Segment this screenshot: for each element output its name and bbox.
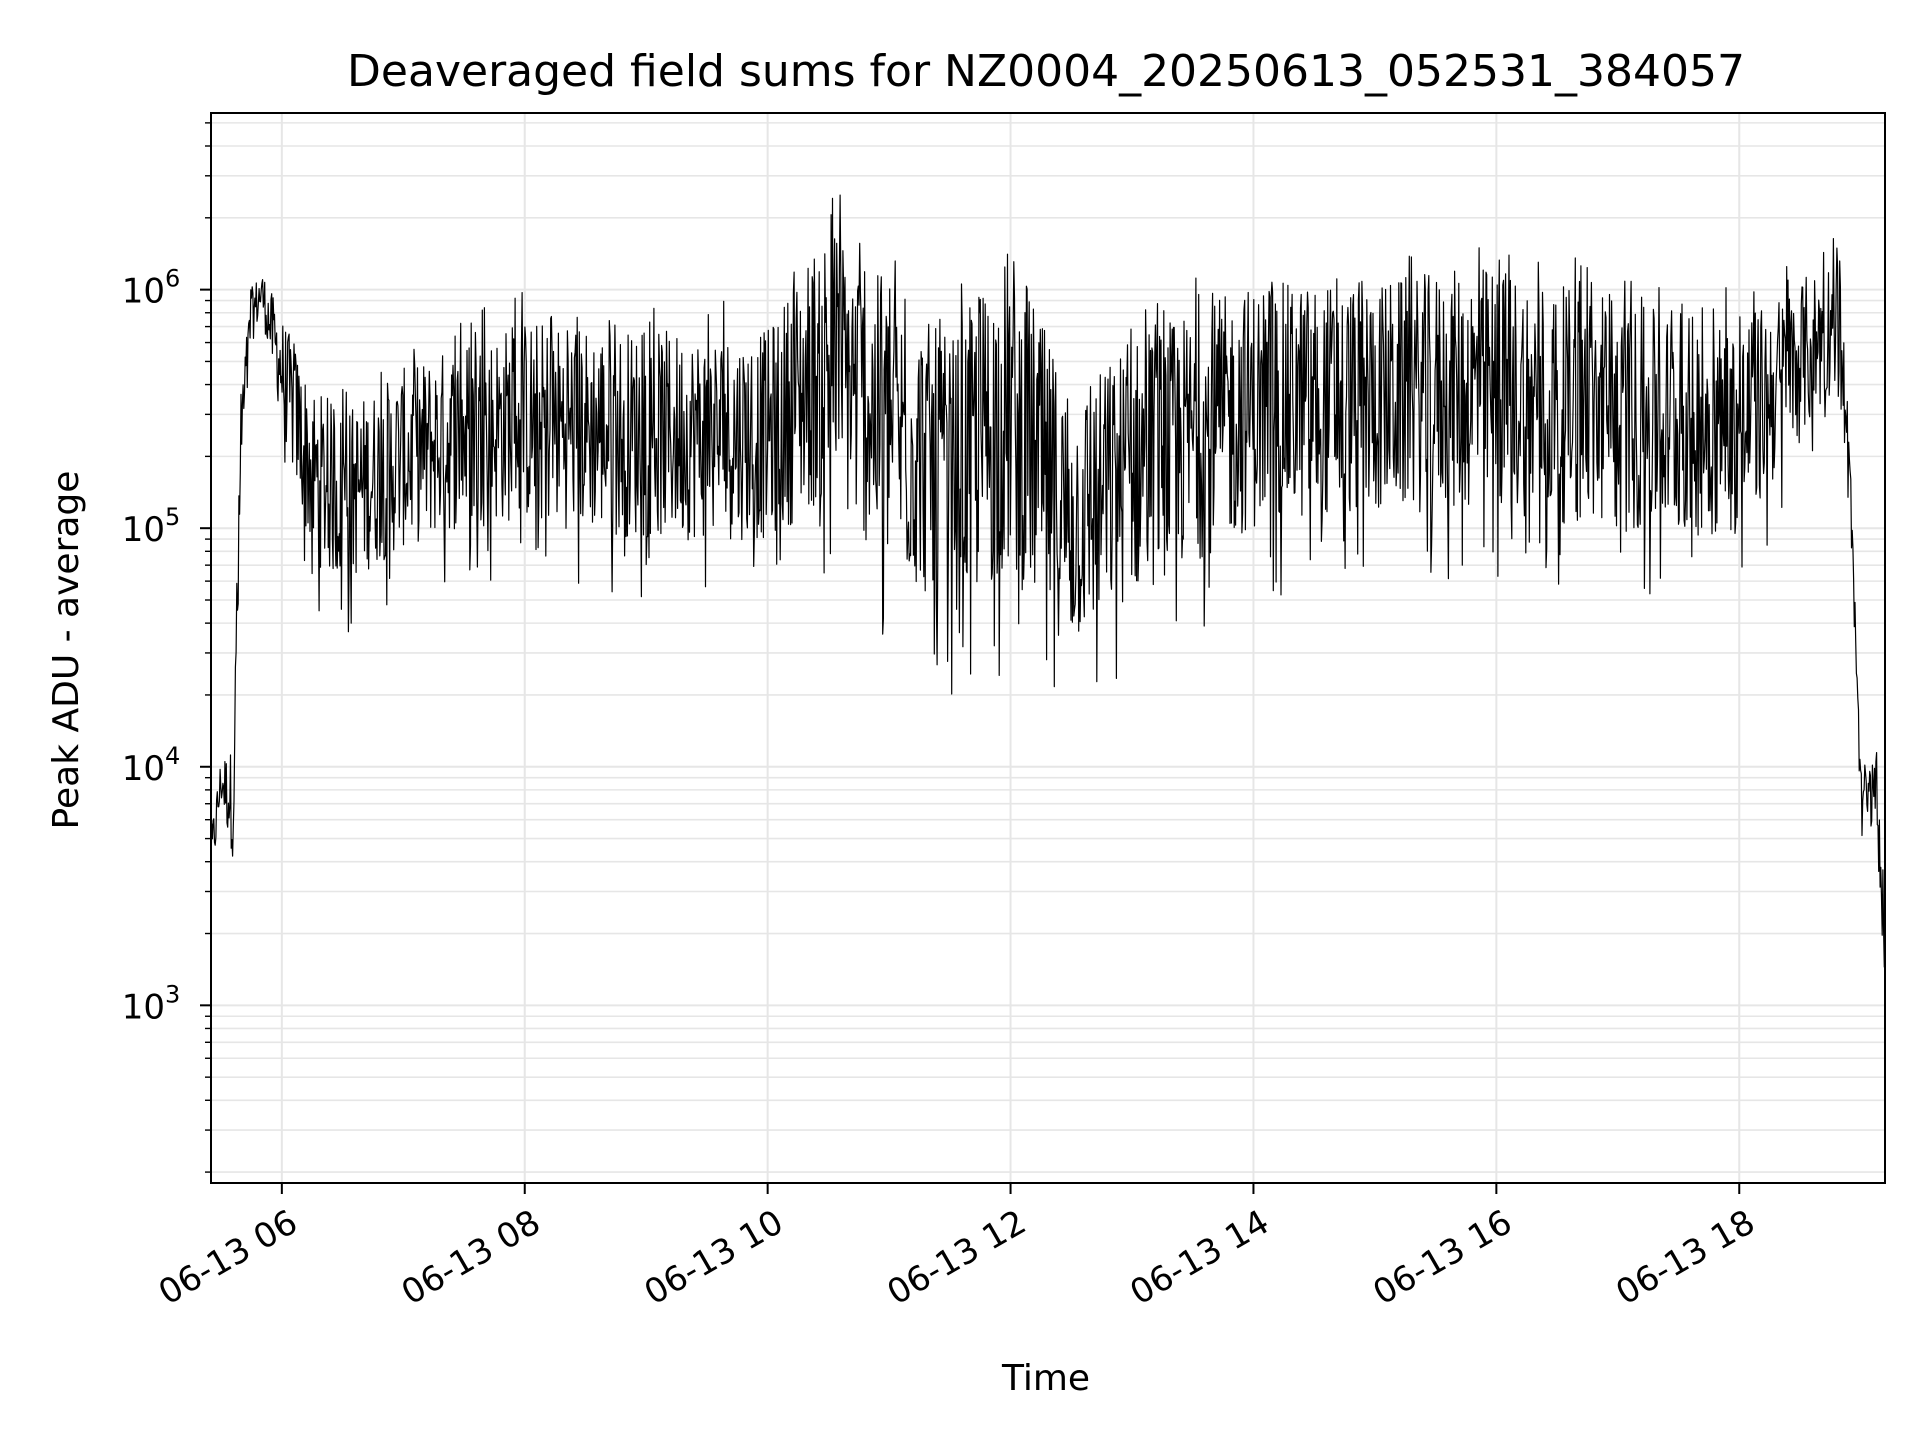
series-area [210,194,1886,968]
y-tick-label: 106 [122,265,181,312]
series-line [210,194,1886,968]
plot-frame [210,112,1886,1184]
y-tick-label: 105 [122,503,181,550]
x-axis-label: Time [1001,1358,1090,1399]
grid-lines [211,113,1885,1183]
y-axis-label: Peak ADU - average [46,471,87,830]
y-tick-label: 104 [122,742,181,789]
chart-title: Deaveraged field sums for NZ0004_2025061… [347,46,1745,97]
y-tick-label: 103 [122,980,181,1027]
